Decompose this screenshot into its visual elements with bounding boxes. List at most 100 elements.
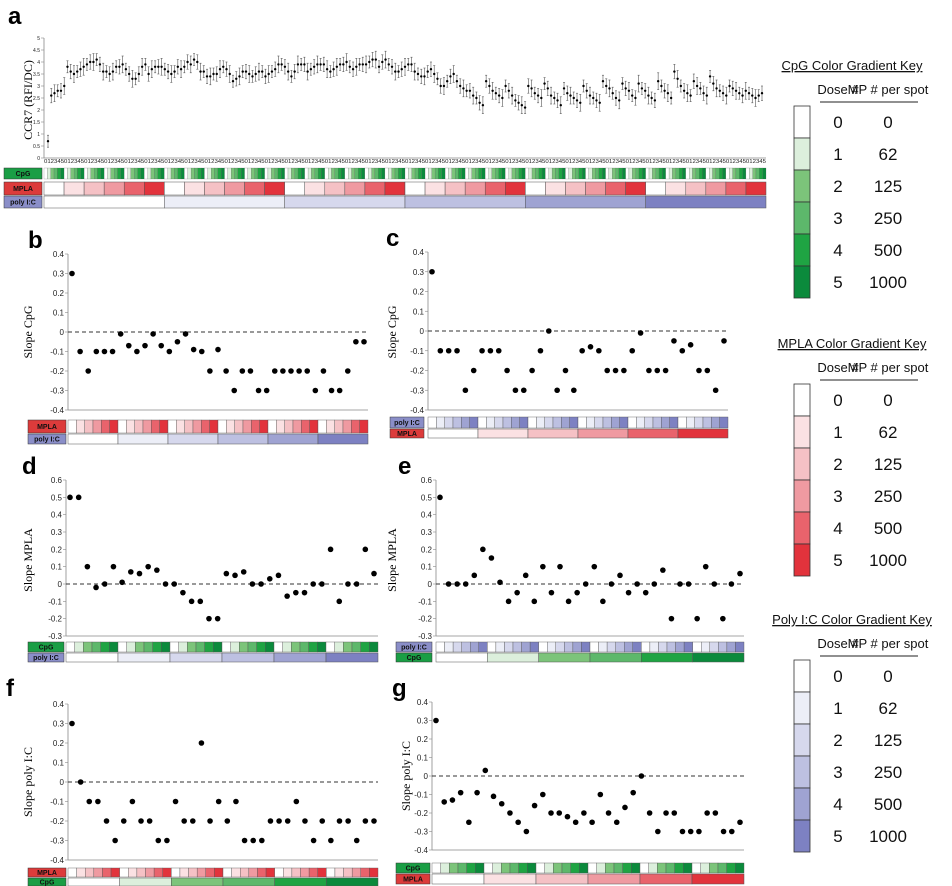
dose-cell — [196, 867, 206, 878]
dose-cell — [164, 167, 168, 180]
dose-cell — [631, 862, 641, 874]
dose-cell — [487, 641, 497, 653]
dose-cell — [85, 867, 95, 878]
data-point — [515, 819, 521, 826]
data-point — [454, 347, 460, 354]
data-point — [171, 581, 178, 587]
data-point — [136, 570, 143, 577]
data-point — [338, 63, 342, 66]
dose-cell — [144, 167, 148, 180]
data-point — [335, 65, 339, 69]
dose-cell — [80, 167, 85, 180]
dose-cell — [755, 167, 760, 180]
dose-cell — [91, 641, 101, 653]
data-point — [329, 70, 332, 73]
dose-cell — [598, 641, 608, 653]
dose-cell — [334, 641, 344, 653]
dose-cell — [326, 419, 335, 434]
data-point — [328, 837, 334, 844]
y-axis-label: Slope CpG — [21, 305, 35, 358]
dose-cell — [284, 195, 406, 209]
dose-bar-polyic: poly I:C — [395, 641, 745, 653]
dose-cell — [672, 167, 676, 180]
y-tick-label: -0.3 — [50, 387, 64, 396]
dose-bar-polyic: poly I:C — [27, 652, 379, 663]
data-point — [523, 828, 530, 835]
dose-cell — [475, 862, 485, 874]
data-point — [223, 368, 229, 374]
dose-cell — [682, 167, 686, 180]
dose-cell — [160, 167, 165, 180]
data-point — [173, 70, 176, 73]
data-point — [303, 63, 306, 66]
dose-cell — [384, 181, 406, 196]
dose-cell — [90, 167, 95, 180]
dose-cell — [167, 167, 172, 180]
y-tick-label: 2 — [37, 108, 40, 114]
data-point — [145, 563, 151, 570]
dose-cell — [317, 419, 327, 434]
dose-cell — [562, 167, 566, 180]
dose-cell — [167, 419, 177, 434]
data-point — [470, 367, 477, 374]
dose-cell — [401, 167, 406, 180]
dose-cell — [434, 167, 439, 180]
data-point — [471, 572, 478, 579]
data-point — [257, 70, 261, 73]
dose-cell — [552, 416, 562, 429]
dose-cell — [151, 419, 160, 434]
data-point — [124, 68, 128, 71]
dose-cell — [465, 167, 469, 180]
dose-cell — [341, 167, 345, 180]
dose-cell — [702, 416, 712, 429]
dose-cell — [715, 167, 720, 180]
dose-cell — [264, 181, 285, 196]
dose-cell — [431, 167, 436, 180]
key-dose-value: 4 — [833, 241, 842, 260]
data-point — [696, 367, 702, 374]
dose-cell — [384, 167, 389, 180]
data-point — [312, 65, 316, 69]
data-point — [640, 87, 644, 90]
data-point — [153, 65, 157, 69]
y-tick-label: 0.6 — [51, 476, 63, 485]
dose-cell — [87, 167, 91, 180]
dose-cell — [585, 181, 606, 196]
dose-cell — [719, 416, 729, 429]
data-point — [704, 367, 711, 374]
dose-cell — [645, 195, 767, 209]
dose-bar-cpg: CpG — [395, 652, 745, 663]
dose-cell — [171, 867, 181, 878]
dose-cell — [204, 167, 208, 180]
key-title: MPLA Color Gradient Key — [778, 336, 927, 351]
dose-cell — [705, 167, 710, 180]
dose-cell — [662, 167, 666, 180]
data-point — [296, 368, 302, 374]
dose-cell — [477, 416, 487, 429]
data-point — [101, 581, 108, 587]
key-mp-value: 125 — [874, 455, 902, 474]
y-tick-label: -0.1 — [418, 597, 432, 606]
y-tick-label: 0.1 — [413, 307, 425, 316]
y-tick-label: 0.2 — [413, 288, 425, 297]
dose-cell — [544, 862, 554, 874]
dose-bar-label-box — [389, 416, 425, 429]
dose-cell — [595, 167, 599, 180]
dose-cell — [130, 167, 135, 180]
key-dose-value: 4 — [833, 519, 842, 538]
panel-letter-a: a — [8, 3, 22, 30]
dose-cell — [602, 167, 606, 180]
data-point — [720, 615, 726, 622]
dose-cell — [665, 167, 670, 180]
y-axis-label: Slope MPLA — [21, 528, 35, 592]
dose-cell — [144, 181, 165, 196]
dose-cell — [244, 181, 265, 196]
y-tick-label: -0.2 — [50, 817, 64, 826]
dose-cell — [136, 867, 146, 878]
dose-cell — [759, 167, 763, 180]
dose-cell — [217, 419, 227, 434]
dose-cell — [408, 167, 412, 180]
data-point — [548, 810, 554, 816]
dose-cell — [538, 652, 591, 663]
dose-cell — [101, 419, 110, 434]
